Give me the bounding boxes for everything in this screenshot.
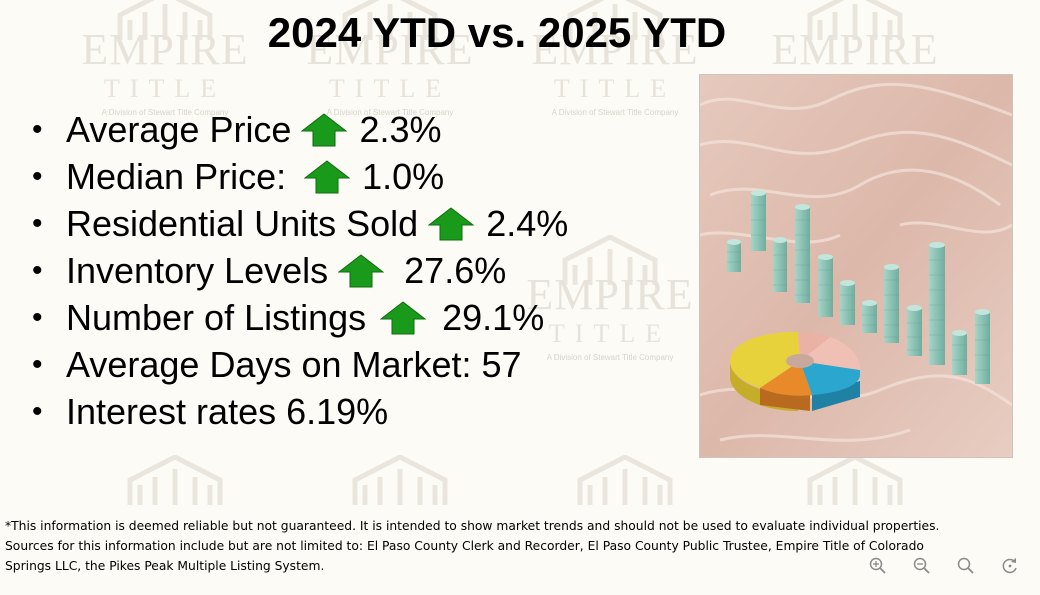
up-arrow-icon: [338, 253, 385, 288]
bullet-label: Inventory Levels: [66, 250, 329, 291]
bullet-label: Average Price: [66, 109, 292, 150]
bullet-dot: •: [32, 160, 43, 193]
watermark-word2: TITLE: [553, 74, 677, 103]
bullet-item: • Average Days on Market: 57: [32, 341, 568, 388]
bullet-dot: •: [32, 301, 43, 334]
bullet-item: • Residential Units Sold 2.4%: [32, 200, 568, 247]
bullet-item: • Median Price: 1.0%: [32, 153, 568, 200]
bullet-item: • Number of Listings 29.1%: [32, 294, 568, 341]
bullet-dot: •: [32, 395, 43, 428]
up-arrow-icon: [380, 300, 427, 335]
bullet-label: Interest rates 6.19%: [66, 391, 389, 432]
bullet-list: • Average Price 2.3% • Median Price: 1.0…: [32, 106, 568, 435]
bar-group: [727, 190, 990, 384]
up-arrow-icon: [428, 206, 475, 241]
disclaimer-line: Sources for this information include but…: [5, 539, 924, 553]
bullet-dot: •: [32, 348, 43, 381]
bullet-label: Residential Units Sold: [66, 203, 419, 244]
bullet-value: 2.4%: [486, 203, 569, 244]
bullet-value: 2.3%: [359, 109, 442, 150]
disclaimer: *This information is deemed reliable but…: [5, 516, 1040, 576]
zoom-in-icon[interactable]: [868, 556, 890, 576]
zoom-toolbar: [868, 556, 1038, 576]
up-arrow-icon: [301, 112, 348, 147]
bullet-label: Median Price:: [66, 156, 287, 197]
chart-photo: [699, 74, 1013, 458]
bullet-dot: •: [32, 113, 43, 146]
disclaimer-line: *This information is deemed reliable but…: [5, 519, 940, 533]
search-icon[interactable]: [956, 556, 978, 576]
zoom-out-icon[interactable]: [912, 556, 934, 576]
bullet-label: Average Days on Market: 57: [66, 344, 522, 385]
bullet-dot: •: [32, 207, 43, 240]
bullet-value: 1.0%: [362, 156, 445, 197]
bullet-item: • Average Price 2.3%: [32, 106, 568, 153]
watermark-word2: TITLE: [103, 74, 227, 103]
bullet-value: 27.6%: [404, 250, 507, 291]
slide-title: 2024 YTD vs. 2025 YTD: [267, 9, 727, 56]
rotate-icon[interactable]: [1000, 556, 1022, 576]
up-arrow-icon: [304, 159, 351, 194]
bullet-dot: •: [32, 254, 43, 287]
bullet-value: 29.1%: [442, 297, 545, 338]
bullet-item: • Interest rates 6.19%: [32, 388, 568, 435]
bullet-item: • Inventory Levels 27.6%: [32, 247, 568, 294]
pie-group: [730, 331, 860, 411]
watermark-word2: TITLE: [328, 74, 452, 103]
disclaimer-line: Springs LLC, the Pikes Peak Multiple Lis…: [5, 559, 325, 573]
bullet-label: Number of Listings: [66, 297, 367, 338]
